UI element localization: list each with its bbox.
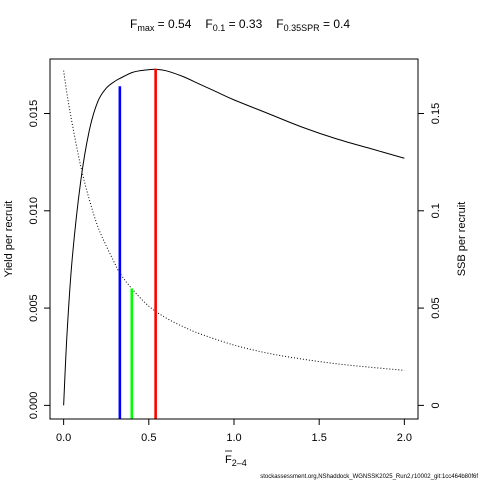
title-fspr-main: F (276, 17, 283, 31)
y-left-tick-label: 0.015 (28, 100, 40, 128)
x-axis-title-main: F (225, 454, 232, 466)
y-right-tick-label: 0.1 (430, 203, 442, 218)
y-right-tick-label: 0 (430, 402, 442, 408)
y-left-tick-label: 0.010 (28, 197, 40, 225)
title-fmax-value: = 0.54 (154, 17, 191, 31)
series-line-ssb-per-recruit (63, 70, 405, 371)
y-left-tick-label: 0.000 (28, 392, 40, 420)
reference-lines (118, 68, 157, 419)
x-tick-label: 1.0 (226, 432, 241, 444)
x-tick-label: 1.5 (312, 432, 327, 444)
x-axis-title: F2–4 (225, 454, 247, 468)
y-right-tick-label: 0.15 (430, 103, 442, 124)
x-axis: 0.0 0.5 1.0 1.5 2.0 (56, 418, 412, 444)
x-tick-label: 2.0 (397, 432, 412, 444)
title-fmax-sub: max (137, 23, 155, 33)
title-f01-sub: 0.1 (213, 23, 226, 33)
chart-title: Fmax = 0.54 F0.1 = 0.33 F0.35SPR = 0.4 (130, 17, 350, 33)
title-fspr-value: = 0.4 (320, 17, 351, 31)
plot-frame (49, 58, 419, 420)
title-fspr-sub: 0.35SPR (284, 23, 321, 33)
x-tick-label: 0.0 (56, 432, 71, 444)
title-f01-main: F (205, 17, 212, 31)
y-axis-left: 0.000 0.005 0.010 0.015 (28, 100, 51, 420)
x-axis-title-sub: 2–4 (232, 458, 247, 468)
y-axis-left-title: Yield per recruit (3, 201, 15, 278)
y-right-tick-label: 0.05 (430, 297, 442, 318)
source-caption: stockassessment.org,NShaddock_WGNSSK2025… (260, 474, 478, 480)
title-fmax-main: F (130, 17, 137, 31)
y-axis-right: 0 0.05 0.1 0.15 (417, 103, 442, 408)
series-line-yield-per-recruit (63, 68, 405, 406)
y-axis-right-title: SSB per recruit (456, 202, 468, 277)
x-tick-label: 0.5 (141, 432, 156, 444)
y-left-tick-label: 0.005 (28, 294, 40, 322)
title-f01-value: = 0.33 (225, 17, 262, 31)
series-layer (63, 68, 405, 406)
